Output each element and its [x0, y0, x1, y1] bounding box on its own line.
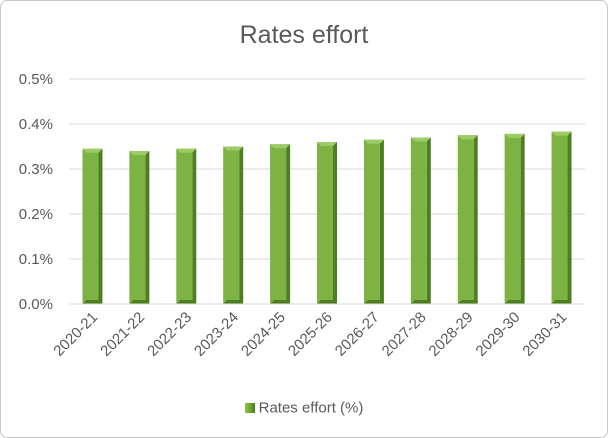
x-tick-label: 2024-25	[238, 309, 289, 360]
bar-top	[363, 139, 384, 144]
bar-side	[192, 148, 197, 304]
bar-top	[504, 133, 525, 138]
bar-base	[270, 300, 291, 304]
x-tick-label: 2022-23	[144, 309, 195, 360]
chart-title: Rates effort	[239, 21, 369, 49]
bar	[410, 137, 427, 304]
bar	[223, 146, 240, 304]
x-tick-label: 2020-21	[50, 309, 101, 360]
bar-top	[551, 131, 572, 136]
bar	[176, 148, 193, 304]
bar	[129, 151, 146, 304]
x-tick-label: 2026-27	[332, 309, 383, 360]
bar	[82, 148, 99, 304]
bar	[551, 131, 568, 304]
x-tick-label: 2021-22	[97, 309, 148, 360]
bar-base	[551, 300, 572, 304]
y-tick-label: 0.0%	[19, 296, 53, 313]
x-tick-label: 2029-30	[473, 309, 524, 360]
bar-base	[504, 300, 525, 304]
bar-top	[223, 146, 244, 151]
bar-top	[457, 135, 478, 140]
y-tick-label: 0.1%	[19, 251, 53, 268]
bar-side	[333, 142, 337, 304]
legend-label: Rates effort (%)	[258, 399, 364, 417]
y-tick-label: 0.2%	[19, 206, 53, 223]
bar-base	[129, 300, 150, 304]
bar-side	[473, 135, 478, 304]
bar-side	[286, 144, 291, 304]
bar-side	[239, 146, 244, 304]
bar-top	[270, 144, 291, 149]
bar	[363, 139, 380, 304]
bar-side	[567, 131, 572, 304]
bar-base	[176, 300, 197, 304]
bar-top	[317, 142, 337, 146]
bar-side	[98, 148, 103, 304]
bar-base	[317, 300, 337, 304]
x-tick-label: 2023-24	[191, 309, 242, 360]
bar-base	[457, 300, 478, 304]
bar-side	[379, 139, 384, 304]
bar	[270, 144, 287, 304]
x-tick-label: 2028-29	[426, 309, 477, 360]
x-tick-label: 2025-26	[285, 309, 336, 360]
legend: Rates effort (%)	[1, 399, 607, 417]
y-tick-label: 0.4%	[19, 116, 53, 133]
bar-top	[176, 148, 197, 153]
y-tick-label: 0.3%	[19, 161, 53, 178]
bar-side	[426, 137, 431, 304]
y-tick-label: 0.5%	[19, 71, 53, 88]
x-tick-label: 2030-31	[519, 309, 570, 360]
bar-base	[82, 300, 103, 304]
bar-side	[520, 133, 525, 304]
x-tick-label: 2027-28	[379, 309, 430, 360]
bar-base	[223, 300, 244, 304]
legend-swatch	[244, 403, 255, 414]
bar-top	[82, 148, 103, 153]
bar-top	[129, 151, 150, 155]
bar-base	[363, 300, 384, 304]
bar	[504, 133, 521, 304]
bar	[317, 142, 333, 304]
bar-base	[410, 300, 431, 304]
bar	[457, 135, 474, 304]
bar-top	[410, 137, 431, 142]
bar-side	[145, 151, 150, 304]
